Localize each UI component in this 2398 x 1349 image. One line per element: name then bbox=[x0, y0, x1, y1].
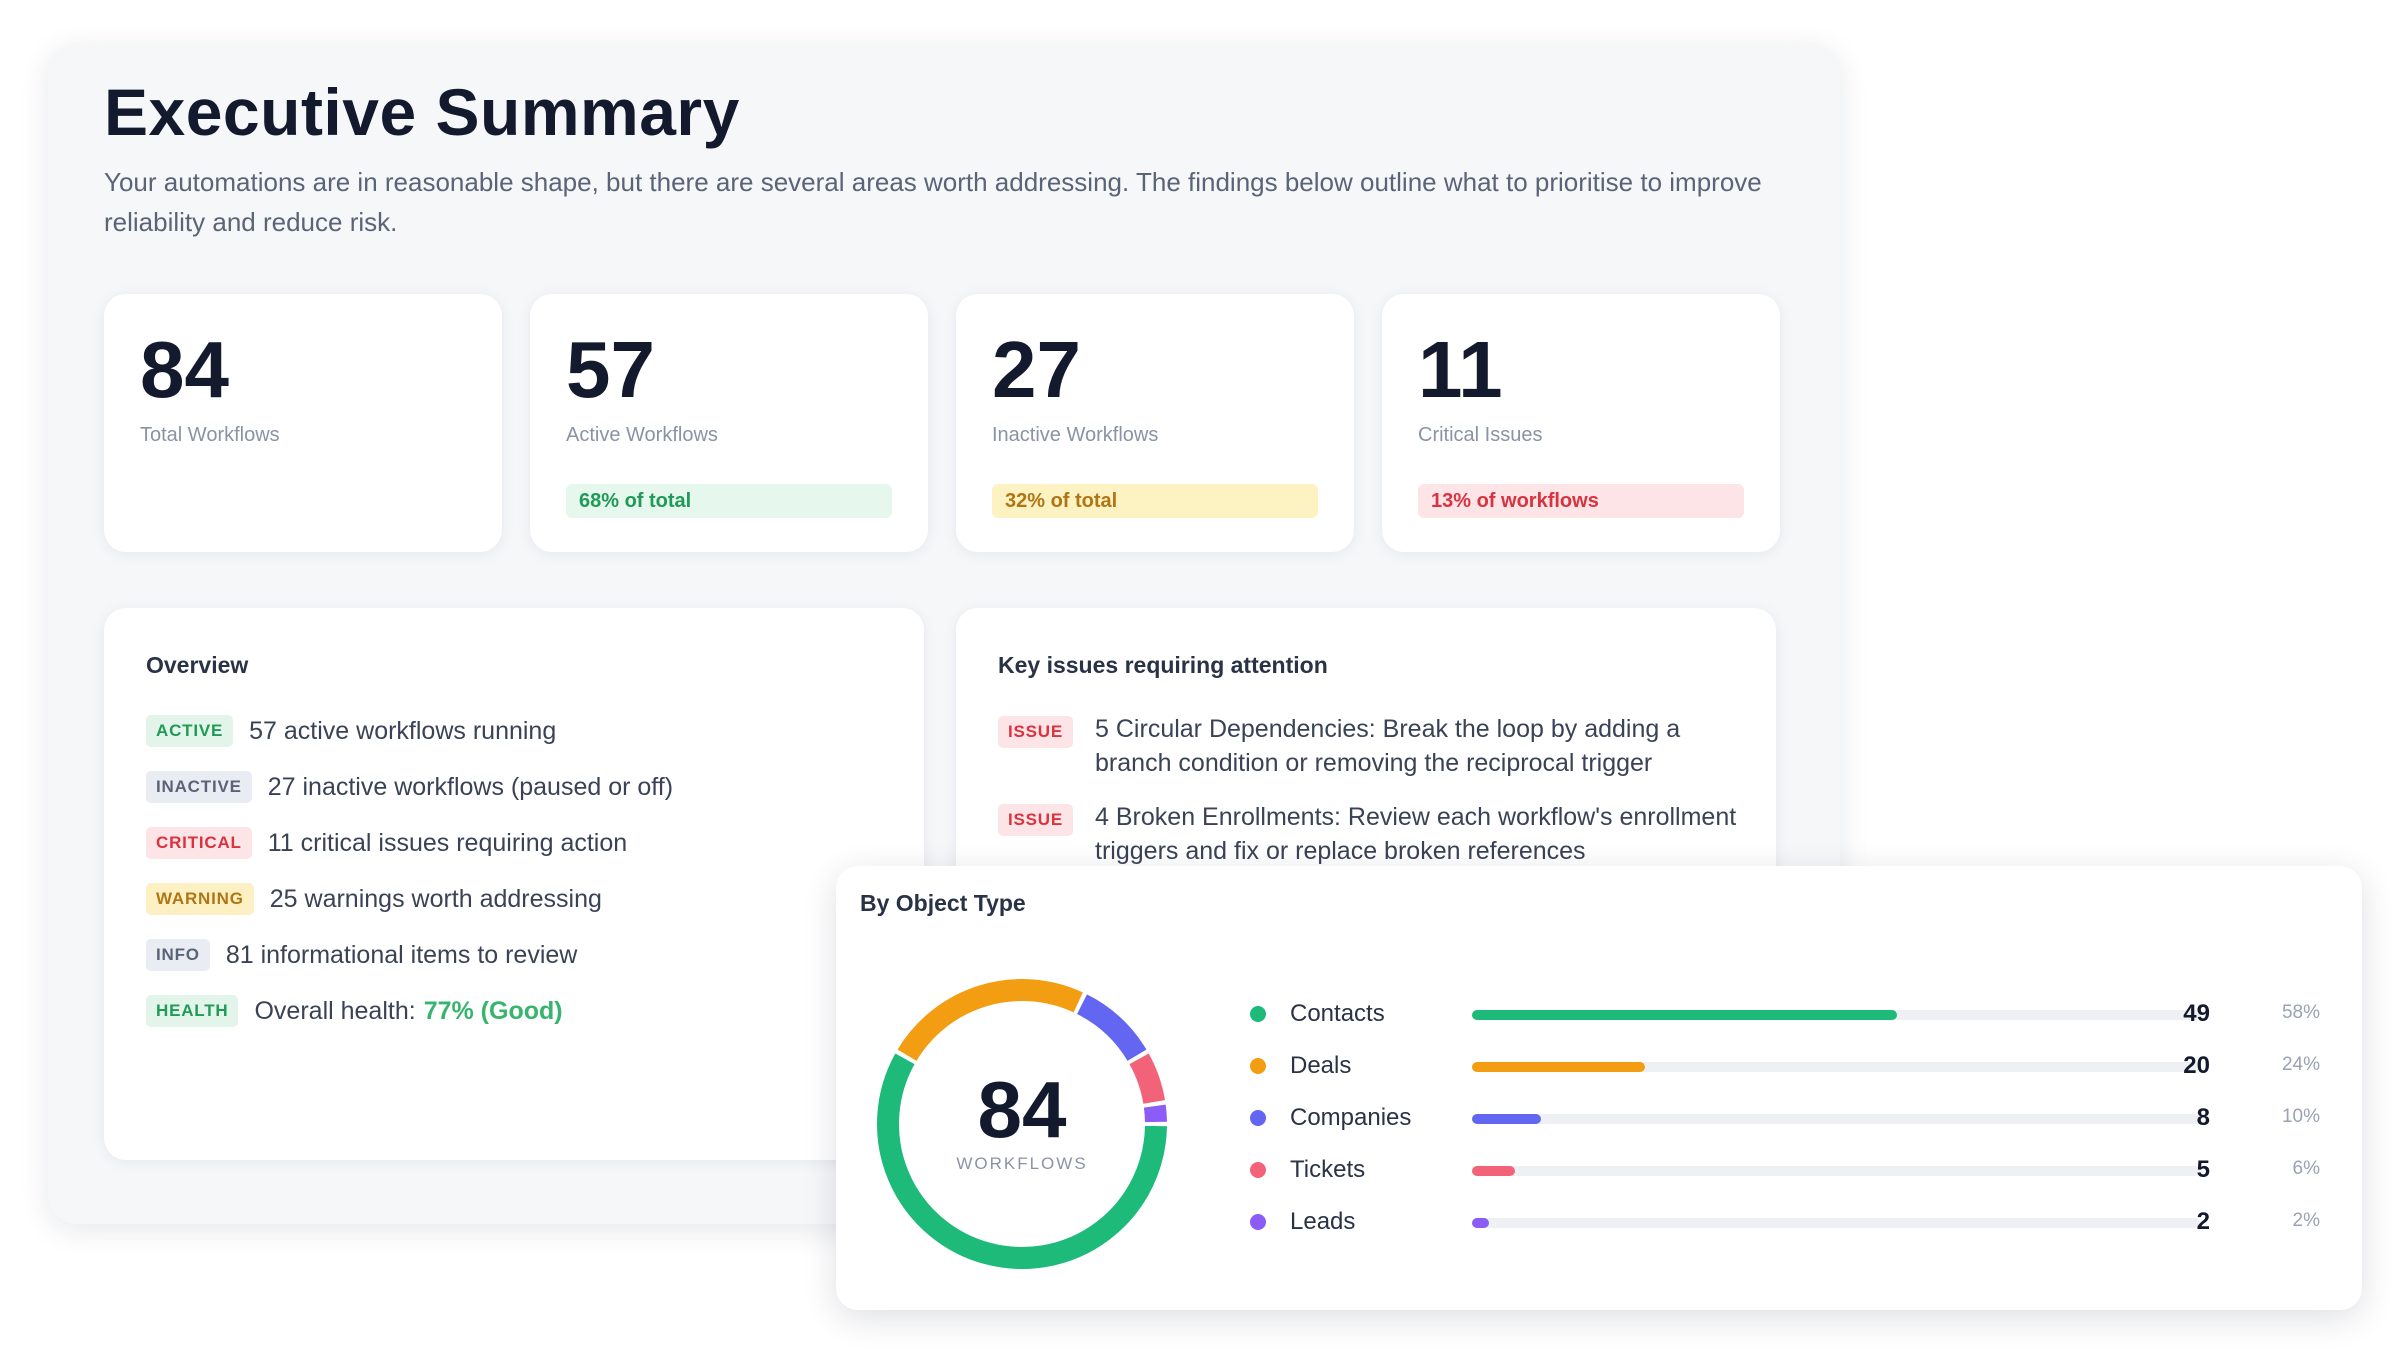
legend-bar-track bbox=[1472, 1218, 2200, 1228]
issue-text: 5 Circular Dependencies: Break the loop … bbox=[1095, 715, 1681, 777]
overview-row-text: 81 informational items to review bbox=[225, 940, 578, 969]
object-type-donut-chart bbox=[877, 979, 1167, 1269]
status-tag-inactive: INACTIVE bbox=[146, 771, 252, 803]
legend-bar-track bbox=[1472, 1010, 2200, 1020]
stat-card-total-workflows: 84 Total Workflows bbox=[104, 294, 502, 552]
legend-name: Deals bbox=[1290, 1052, 1352, 1079]
status-tag-active: ACTIVE bbox=[146, 715, 234, 747]
legend-bar-fill bbox=[1472, 1218, 1490, 1228]
donut-segment-companies bbox=[1076, 994, 1147, 1062]
executive-summary-panel: Executive Summary Your automations are i… bbox=[48, 44, 1840, 1224]
legend-count: 2 bbox=[2196, 1208, 2210, 1235]
legend-count: 5 bbox=[2196, 1156, 2210, 1183]
stat-card-active-workflows: 57 Active Workflows 68% of total bbox=[530, 294, 928, 552]
overview-row-text: 11 critical issues requiring action bbox=[267, 828, 628, 857]
legend-dot bbox=[1250, 1006, 1266, 1022]
donut-total-label: WORKFLOWS bbox=[956, 1154, 1088, 1173]
legend-dot bbox=[1250, 1214, 1266, 1230]
stat-card-critical-issues: 11 Critical Issues 13% of workflows bbox=[1382, 294, 1780, 552]
legend-row-deals: Deals 20 24% bbox=[1250, 1046, 2340, 1086]
stat-percent-badge: 13% of workflows bbox=[1418, 484, 1744, 518]
legend-percent: 2% bbox=[2292, 1210, 2320, 1231]
stat-label: Active Workflows bbox=[566, 424, 718, 446]
issue-row: ISSUE 4 Broken Enrollments: Review each … bbox=[998, 800, 1738, 868]
stat-value: 11 bbox=[1418, 325, 1503, 414]
legend-dot bbox=[1250, 1058, 1266, 1074]
legend-percent: 6% bbox=[2292, 1158, 2320, 1179]
overview-row-info: INFO 81 informational items to review bbox=[146, 936, 577, 974]
legend-percent: 24% bbox=[2281, 1054, 2320, 1075]
legend-count: 20 bbox=[2183, 1052, 2210, 1079]
donut-segment-deals bbox=[897, 979, 1083, 1061]
summary-intro: Your automations are in reasonable shape… bbox=[104, 167, 1762, 237]
legend-count: 49 bbox=[2183, 1000, 2210, 1027]
legend-row-leads: Leads 2 2% bbox=[1250, 1202, 2340, 1242]
overview-title: Overview bbox=[146, 652, 249, 678]
overview-row-warning: WARNING 25 warnings worth addressing bbox=[146, 880, 602, 918]
stat-percent-badge: 32% of total bbox=[992, 484, 1318, 518]
stat-label: Critical Issues bbox=[1418, 424, 1543, 446]
stat-value: 27 bbox=[992, 325, 1081, 414]
legend-name: Leads bbox=[1290, 1208, 1356, 1235]
stat-card-inactive-workflows: 27 Inactive Workflows 32% of total bbox=[956, 294, 1354, 552]
overview-row-text: 27 inactive workflows (paused or off) bbox=[267, 772, 674, 801]
issue-tag: ISSUE bbox=[998, 716, 1074, 748]
issue-text: 4 Broken Enrollments: Review each workfl… bbox=[1095, 803, 1737, 865]
legend-dot bbox=[1250, 1162, 1266, 1178]
legend-name: Contacts bbox=[1290, 1000, 1385, 1027]
status-tag-warning: WARNING bbox=[146, 883, 254, 915]
legend-bar-track bbox=[1472, 1114, 2200, 1124]
issue-row: ISSUE 5 Circular Dependencies: Break the… bbox=[998, 712, 1738, 780]
page-title: Executive Summary bbox=[104, 75, 740, 149]
by-object-type-title: By Object Type bbox=[860, 890, 1026, 916]
legend-count: 8 bbox=[2196, 1104, 2210, 1131]
legend-percent: 10% bbox=[2281, 1106, 2320, 1127]
legend-row-contacts: Contacts 49 58% bbox=[1250, 994, 2340, 1034]
overview-card: Overview ACTIVE 57 active workflows runn… bbox=[104, 608, 924, 1160]
legend-bar-track bbox=[1472, 1062, 2200, 1072]
overview-row-health: HEALTH Overall health: 77% (Good) bbox=[146, 992, 563, 1030]
overview-row-text: 57 active workflows running bbox=[249, 716, 557, 745]
legend-bar-fill bbox=[1472, 1010, 1897, 1020]
donut-segment-tickets bbox=[1129, 1053, 1166, 1105]
stat-value: 84 bbox=[140, 325, 229, 414]
stat-label: Inactive Workflows bbox=[992, 424, 1159, 446]
legend-bar-fill bbox=[1472, 1114, 1542, 1124]
stat-label: Total Workflows bbox=[140, 424, 280, 446]
overview-row-active: ACTIVE 57 active workflows running bbox=[146, 712, 556, 750]
stat-percent-badge: 68% of total bbox=[566, 484, 892, 518]
overview-row-text: Overall health: bbox=[254, 996, 416, 1025]
legend-row-companies: Companies 8 10% bbox=[1250, 1098, 2340, 1138]
overview-row-text: 25 warnings worth addressing bbox=[269, 884, 602, 913]
status-tag-health: HEALTH bbox=[146, 995, 239, 1027]
overview-row-inactive: INACTIVE 27 inactive workflows (paused o… bbox=[146, 768, 673, 806]
status-tag-critical: CRITICAL bbox=[146, 827, 252, 859]
stat-value: 57 bbox=[566, 325, 655, 414]
legend-bar-track bbox=[1472, 1166, 2200, 1176]
donut-segment-leads bbox=[1143, 1104, 1167, 1123]
by-object-type-card: By Object Type 84 WORKFLOWS Contacts 49 … bbox=[836, 866, 2362, 1310]
legend-dot bbox=[1250, 1110, 1266, 1126]
key-issues-title: Key issues requiring attention bbox=[998, 652, 1328, 678]
donut-total: 84 bbox=[977, 1065, 1067, 1154]
legend-row-tickets: Tickets 5 6% bbox=[1250, 1150, 2340, 1190]
legend-bar-fill bbox=[1472, 1062, 1646, 1072]
legend-name: Companies bbox=[1290, 1104, 1412, 1131]
donut-segment-contacts bbox=[877, 1053, 1167, 1269]
status-tag-info: INFO bbox=[146, 939, 210, 971]
issue-tag: ISSUE bbox=[998, 804, 1074, 836]
overview-row-critical: CRITICAL 11 critical issues requiring ac… bbox=[146, 824, 627, 862]
legend-bar-fill bbox=[1472, 1166, 1516, 1176]
legend-name: Tickets bbox=[1290, 1156, 1366, 1183]
legend-percent: 58% bbox=[2281, 1002, 2320, 1023]
donut-center: 84 WORKFLOWS bbox=[876, 978, 1168, 1270]
health-score: 77% (Good) bbox=[423, 996, 563, 1025]
